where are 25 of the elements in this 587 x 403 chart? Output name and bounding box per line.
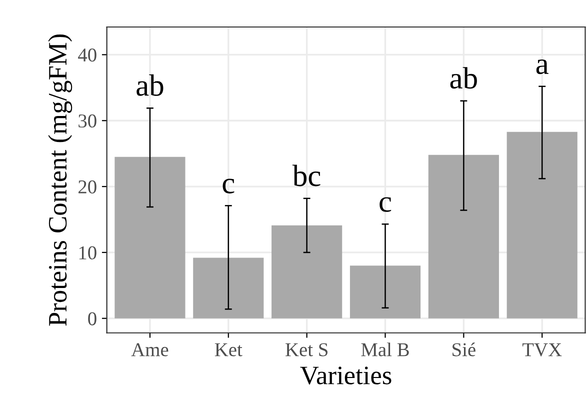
- y-tick-label: 20: [78, 180, 96, 194]
- annotation: ab: [136, 74, 164, 96]
- bar: [428, 154, 499, 318]
- x-tick-label: Mal B: [361, 342, 409, 356]
- annotation: bc: [292, 164, 320, 186]
- y-tick-label: 10: [79, 246, 96, 260]
- x-tick-label: TVX: [522, 343, 562, 356]
- bar: [506, 132, 578, 318]
- bar: [272, 225, 342, 318]
- x-tick-label: Ket: [214, 343, 242, 356]
- annotation: c: [380, 197, 392, 212]
- bar: [114, 156, 186, 318]
- bar: [350, 266, 421, 318]
- x-axis-title: Varieties: [300, 366, 392, 384]
- y-tick-label: 30: [78, 114, 96, 128]
- annotation: c: [222, 178, 234, 194]
- y-tick-label: 0: [88, 312, 96, 326]
- y-tick-label: 40: [78, 48, 96, 62]
- bar: [193, 258, 264, 318]
- x-tick-label: Ket S: [286, 343, 328, 356]
- y-axis-title: Proteins Content (mg/gFM): [48, 34, 72, 326]
- x-tick-label: Ame: [131, 343, 168, 356]
- annotation: a: [536, 59, 548, 74]
- x-tick-label: Sié: [452, 342, 476, 356]
- annotation: ab: [450, 67, 477, 89]
